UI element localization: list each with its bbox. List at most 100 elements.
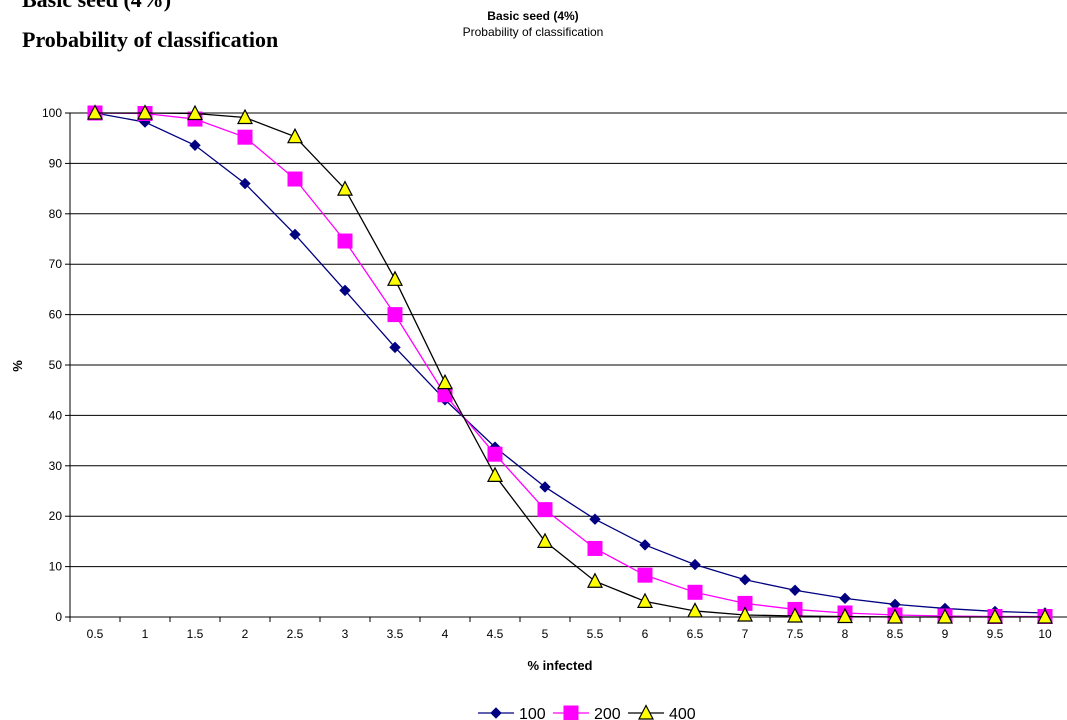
data-point-400 [487, 466, 503, 482]
x-tick-label: 1.5 [187, 627, 204, 641]
data-point-200 [287, 171, 303, 187]
y-tick-label: 100 [42, 106, 62, 120]
data-point-100 [589, 513, 601, 525]
data-point-400 [337, 180, 353, 196]
data-point-100 [639, 539, 651, 551]
data-point-200 [387, 307, 403, 323]
legend-label: 200 [594, 706, 621, 720]
data-point-400 [737, 606, 753, 622]
x-tick-label: 4 [442, 627, 449, 641]
x-tick-label: 6.5 [687, 627, 704, 641]
x-tick-label: 6 [642, 627, 649, 641]
page-heading-line1: Basic seed (4%) [22, 0, 171, 14]
x-tick-label: 3.5 [387, 627, 404, 641]
x-tick-label: 8.5 [887, 627, 904, 641]
legend-label: 100 [519, 706, 546, 720]
data-point-400 [137, 104, 153, 120]
x-tick-label: 4.5 [487, 627, 504, 641]
legend-marker [638, 704, 654, 720]
series-line-100 [94, 112, 1046, 614]
data-point-400 [687, 602, 703, 618]
x-tick-label: 7 [742, 627, 749, 641]
x-tick-label: 9 [942, 627, 949, 641]
axes [65, 112, 1067, 622]
y-tick-label: 30 [49, 459, 63, 473]
legend-marker [563, 705, 579, 720]
data-point-400 [187, 104, 203, 121]
data-point-100 [289, 228, 301, 241]
y-axis-label: % [10, 360, 25, 372]
y-tick-label: 90 [49, 156, 63, 170]
data-point-400 [537, 532, 553, 549]
chart-title: Basic seed (4%) [487, 9, 578, 23]
x-tick-label: 10 [1038, 627, 1052, 641]
legend-marker [490, 707, 502, 719]
legend: 100 200 400 [478, 704, 696, 720]
x-tick-labels: 0.5 1 1.5 2 2.5 3 3.5 4 4.5 5 5.5 6 6.5 7 7.5 8 8.5 9 9.5 1… [87, 627, 1052, 641]
y-tick-label: 20 [49, 509, 63, 523]
y-tick-labels: 0 10 20 30 40 50 60 70 80 90 100 [42, 106, 62, 624]
x-axis-label: % infected [527, 658, 592, 673]
legend-label: 400 [669, 706, 696, 720]
data-point-400 [287, 127, 303, 144]
data-point-100 [539, 481, 551, 493]
legend-item-100: 100 [478, 706, 546, 720]
data-point-400 [787, 607, 803, 623]
y-tick-label: 80 [49, 207, 63, 221]
data-point-200 [637, 567, 653, 583]
data-point-400 [937, 608, 953, 624]
data-point-100 [239, 177, 251, 190]
data-point-200 [587, 540, 603, 556]
data-point-100 [339, 284, 351, 297]
data-point-100 [389, 341, 401, 354]
x-tick-label: 5 [542, 627, 549, 641]
series-group [87, 104, 1053, 624]
gridlines [70, 112, 1067, 568]
data-point-100 [689, 558, 701, 571]
data-point-200 [337, 233, 353, 249]
chart-subtitle: Probability of classification [463, 25, 604, 39]
data-point-400 [587, 572, 603, 588]
x-tick-label: 2.5 [287, 627, 304, 641]
series-line-200 [94, 112, 1045, 618]
data-point-400 [87, 104, 103, 120]
y-tick-label: 70 [49, 257, 63, 271]
data-point-400 [837, 607, 853, 624]
x-tick-label: 8 [842, 627, 849, 641]
data-point-400 [887, 608, 903, 624]
x-tick-label: 5.5 [587, 627, 604, 641]
y-tick-label: 10 [49, 560, 63, 574]
y-tick-label: 0 [55, 610, 62, 624]
data-point-100 [839, 592, 851, 605]
series-line-400 [95, 112, 1045, 618]
data-point-200 [687, 584, 703, 600]
legend-item-200: 200 [553, 705, 621, 720]
data-point-100 [189, 139, 201, 151]
x-tick-label: 2 [242, 627, 249, 641]
data-point-400 [637, 592, 653, 608]
data-point-100 [789, 584, 801, 596]
y-tick-label: 50 [49, 358, 63, 372]
series-100 [89, 107, 1051, 619]
series-400 [87, 104, 1053, 624]
x-tick-label: 9.5 [987, 627, 1004, 641]
y-tick-label: 60 [49, 308, 63, 322]
data-point-100 [739, 573, 751, 586]
x-tick-label: 3 [342, 627, 349, 641]
data-point-400 [987, 608, 1003, 624]
data-point-200 [437, 387, 453, 403]
data-point-400 [237, 108, 253, 125]
legend-item-400: 400 [628, 704, 696, 720]
data-point-200 [487, 446, 503, 462]
y-tick-label: 40 [49, 408, 63, 422]
data-point-400 [437, 373, 453, 390]
page-heading-line2: Probability of classification [22, 27, 279, 52]
x-tick-label: 7.5 [787, 627, 804, 641]
x-tick-label: 0.5 [87, 627, 104, 641]
data-point-400 [387, 270, 403, 286]
data-point-400 [1037, 608, 1053, 624]
x-tick-label: 1 [142, 627, 149, 641]
data-point-200 [537, 502, 553, 518]
data-point-200 [237, 129, 253, 145]
